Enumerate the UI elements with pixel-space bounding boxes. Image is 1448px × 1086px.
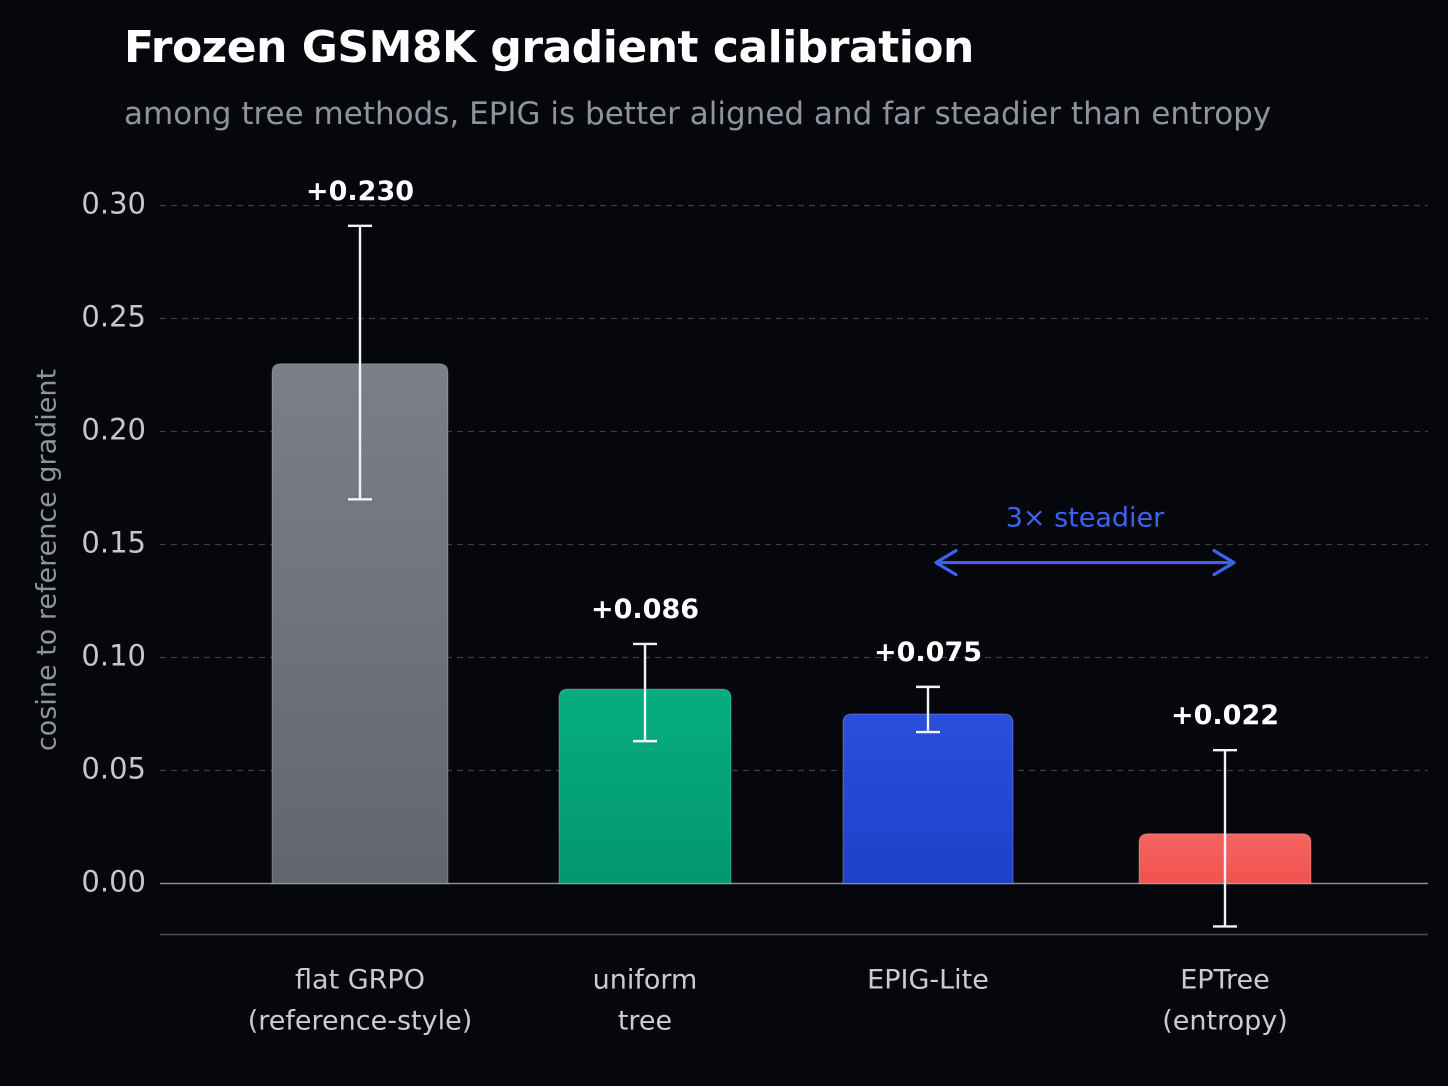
bar-0	[271, 363, 449, 885]
x-tick-label: (entropy)	[1162, 1006, 1288, 1037]
value-label: +0.075	[874, 637, 982, 668]
y-tick-label: 0.00	[81, 865, 146, 899]
bar-2	[842, 713, 1014, 885]
error-bar-1	[633, 642, 657, 743]
annotation-arrowhead-right	[1212, 548, 1236, 577]
y-axis-label: cosine to reference gradient	[32, 369, 63, 751]
x-tick-label: (reference-style)	[248, 1006, 472, 1037]
error-bar-0	[348, 224, 372, 501]
y-tick-label: 0.20	[81, 413, 146, 447]
chart-subtitle: among tree methods, EPIG is better align…	[124, 96, 1272, 132]
y-tick-label: 0.10	[81, 639, 146, 673]
x-tick-label: EPIG-Lite	[867, 965, 989, 996]
value-label: +0.022	[1171, 700, 1279, 731]
value-labels: +0.230 +0.086 +0.075 +0.022	[306, 176, 1279, 731]
x-tick-label: flat GRPO	[295, 965, 425, 996]
value-label: +0.086	[591, 594, 699, 625]
error-bar-2	[916, 685, 940, 734]
x-tick-label: EPTree	[1180, 965, 1270, 996]
y-axis-ticks: 0.00 0.05 0.10 0.15 0.20 0.25 0.30	[81, 187, 146, 899]
error-bars	[348, 224, 1237, 928]
error-bar-3	[1213, 748, 1237, 928]
bars	[271, 363, 1312, 885]
value-label: +0.230	[306, 176, 414, 207]
y-tick-label: 0.15	[81, 526, 146, 560]
y-tick-label: 0.30	[81, 187, 146, 221]
chart-title: Frozen GSM8K gradient calibration	[124, 22, 974, 73]
x-tick-label: tree	[618, 1006, 672, 1037]
annotation-label: 3× steadier	[1006, 503, 1165, 534]
x-tick-label: uniform	[593, 965, 698, 996]
annotation-arrowhead-left	[934, 548, 958, 577]
x-axis-ticks: flat GRPO (reference-style) uniform tree EPI…	[248, 965, 1288, 1037]
y-tick-label: 0.25	[81, 300, 146, 334]
bar-1	[558, 688, 732, 885]
steadier-annotation: 3× steadier	[934, 503, 1236, 577]
y-tick-label: 0.05	[81, 752, 146, 786]
